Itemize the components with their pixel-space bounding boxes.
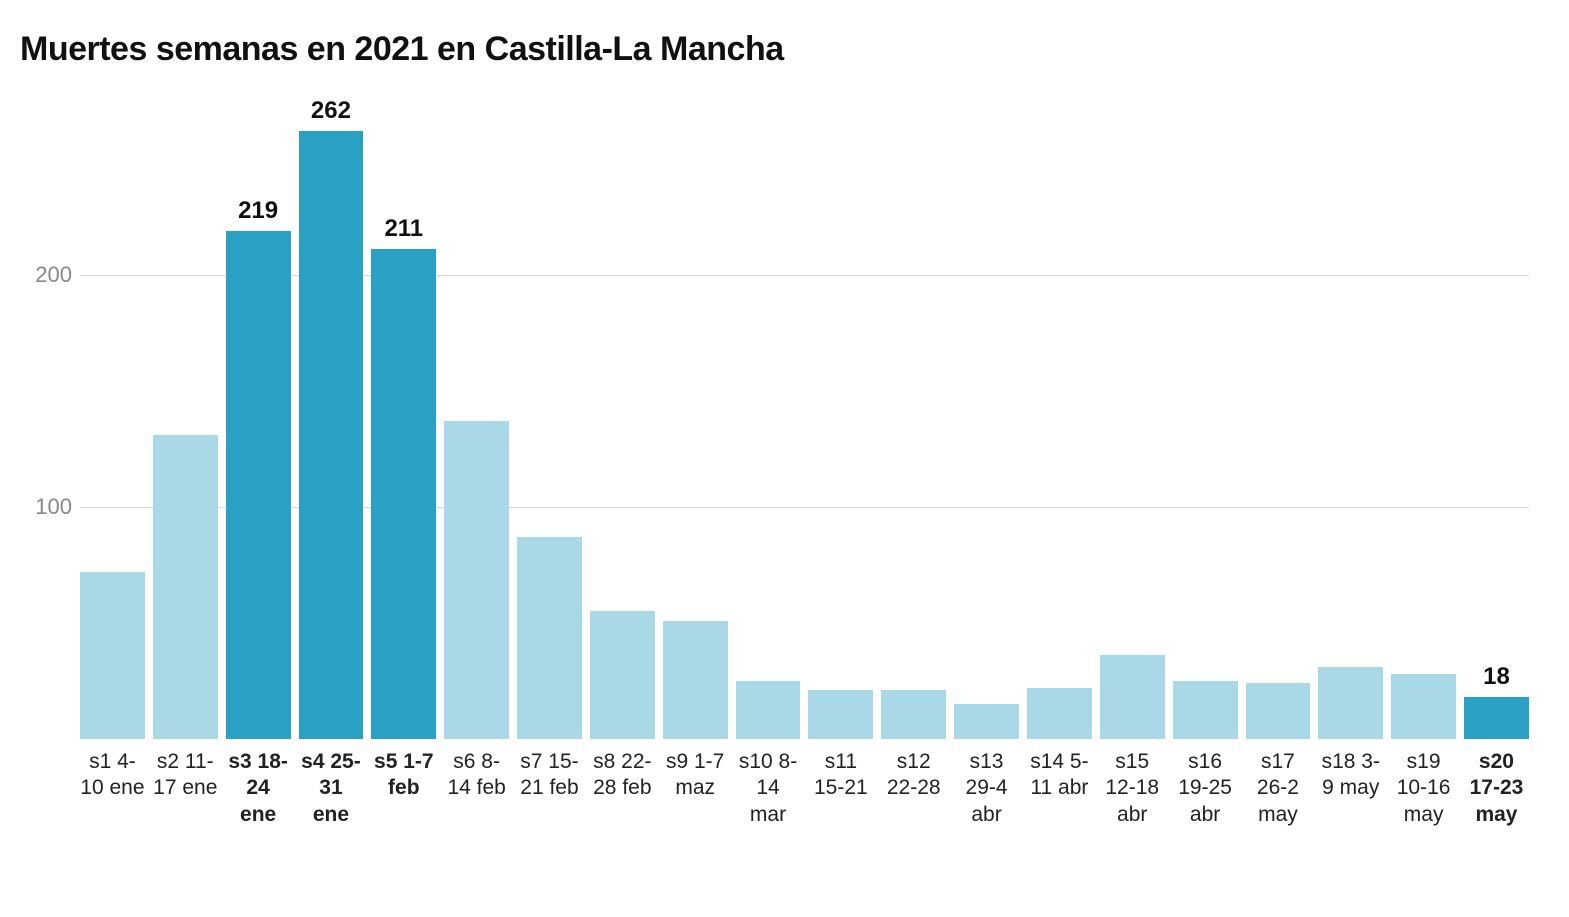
x-axis-label: s15 12-18 abr [1100,749,1165,828]
bar [371,249,436,739]
bars-container: 219 262 211 18 [80,89,1529,739]
x-axis-label: s3 18-24 ene [226,749,291,828]
y-axis: 100 200 [20,89,80,739]
x-axis-label: s7 15-21 feb [517,749,582,828]
plot-area: 100 200 219 262 211 18 [20,89,1549,739]
bar [226,231,291,739]
bar-column [517,89,582,739]
bar [1464,697,1529,739]
bar [80,572,145,739]
bar-column [954,89,1019,739]
bar [736,681,801,739]
bar-column: 18 [1464,89,1529,739]
bar-column [590,89,655,739]
bar-value-label: 18 [1464,663,1529,691]
bar-value-label: 262 [299,97,364,125]
bar-column [444,89,509,739]
bar [153,435,218,739]
bar-column [80,89,145,739]
x-axis-label: s4 25-31 ene [299,749,364,828]
bar [663,621,728,739]
bar [881,690,946,739]
bar-column [1318,89,1383,739]
x-axis-label: s14 5-11 abr [1027,749,1092,828]
bar [1100,655,1165,739]
chart-title: Muertes semanas en 2021 en Castilla-La M… [20,30,1549,69]
bar [590,611,655,739]
bar-column [1246,89,1311,739]
x-axis-labels: s1 4-10 enes2 11-17 enes3 18-24 enes4 25… [80,749,1529,828]
x-axis-label: s10 8-14 mar [736,749,801,828]
bar [1173,681,1238,739]
bar-column: 262 [299,89,364,739]
bar-column [881,89,946,739]
bar-value-label: 211 [371,215,436,243]
bar-column: 219 [226,89,291,739]
x-axis-label: s18 3-9 may [1318,749,1383,828]
bar-column [1173,89,1238,739]
bar [299,131,364,739]
x-axis-label: s9 1-7 maz [663,749,728,828]
x-axis-label: s17 26-2 may [1246,749,1311,828]
bar-column [153,89,218,739]
bar-column: 211 [371,89,436,739]
x-axis-label: s11 15-21 [808,749,873,828]
bar-column [1100,89,1165,739]
y-tick-label: 100 [35,494,72,520]
y-tick-label: 200 [35,262,72,288]
bar [954,704,1019,739]
bar [517,537,582,739]
x-axis-label: s20 17-23 may [1464,749,1529,828]
bar [1246,683,1311,739]
bar [808,690,873,739]
x-axis-label: s1 4-10 ene [80,749,145,828]
x-axis-label: s2 11-17 ene [153,749,218,828]
bar-column [808,89,873,739]
chart-container: Muertes semanas en 2021 en Castilla-La M… [0,0,1569,917]
x-axis-label: s5 1-7 feb [371,749,436,828]
bar [1027,688,1092,739]
bar [444,421,509,739]
x-axis-label: s8 22-28 feb [590,749,655,828]
x-axis-label: s13 29-4 abr [954,749,1019,828]
x-axis-label: s12 22-28 [881,749,946,828]
x-axis-label: s16 19-25 abr [1173,749,1238,828]
x-axis-label: s6 8-14 feb [444,749,509,828]
bar-column [1027,89,1092,739]
bar [1318,667,1383,739]
x-axis-label: s19 10-16 may [1391,749,1456,828]
bar [1391,674,1456,739]
bar-column [1391,89,1456,739]
bar-column [736,89,801,739]
bar-value-label: 219 [226,197,291,225]
bar-column [663,89,728,739]
